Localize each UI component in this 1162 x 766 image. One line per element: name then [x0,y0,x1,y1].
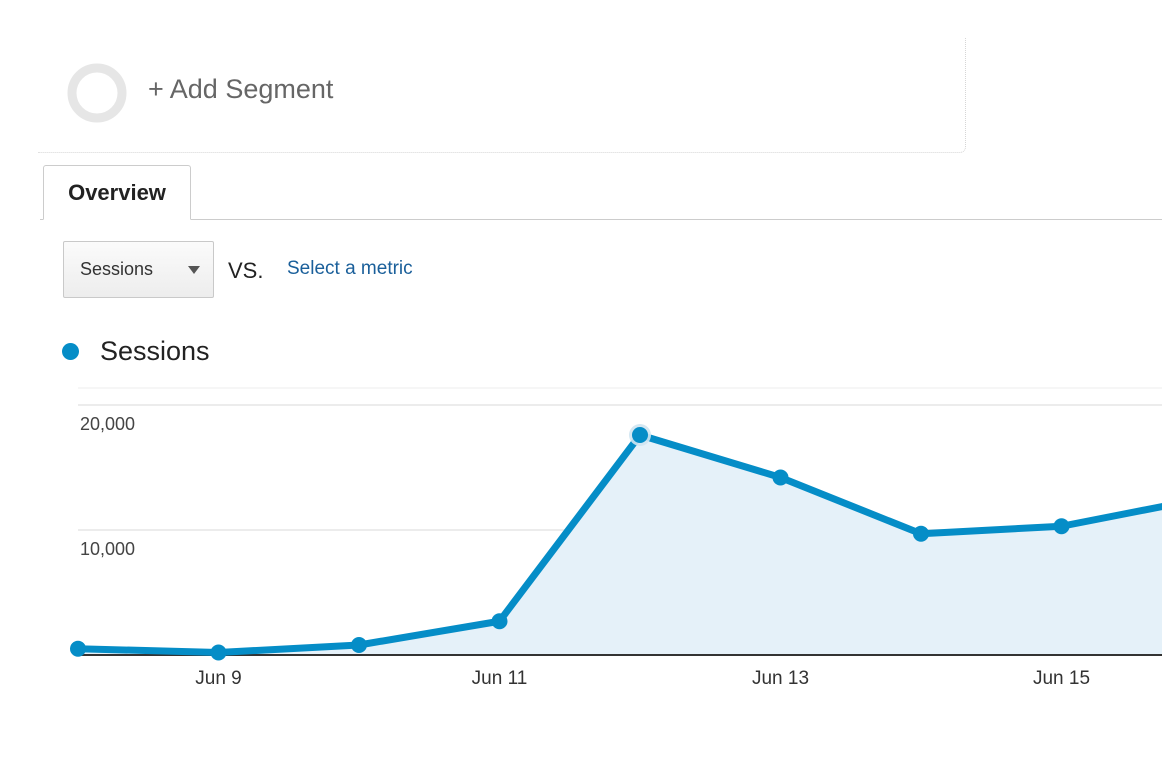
chart-legend: Sessions [62,336,210,367]
add-segment-button[interactable]: + Add Segment [148,74,334,104]
vs-label: VS. [228,258,264,283]
data-point [491,613,508,630]
data-point [351,637,367,653]
legend-series-label: Sessions [100,336,210,366]
x-tick-label: Jun 13 [752,668,809,689]
data-point [632,427,648,443]
data-point [1053,518,1070,535]
data-point [210,644,227,661]
segment-ring-icon [67,63,127,123]
sessions-chart: 10,000 20,000 Jun 9 Jun 11 Jun 13 Jun 15 [70,387,1162,689]
y-tick-label: 20,000 [80,414,135,434]
tab-strip-divider [40,219,1162,220]
segment-bar: + Add Segment [38,38,966,153]
data-point [913,525,929,542]
series-area-sessions [78,435,1162,655]
metric-select[interactable]: Sessions [63,241,214,298]
x-tick-label: Jun 11 [472,668,528,689]
legend-dot-icon [62,343,79,360]
tab-overview[interactable]: Overview [43,165,191,220]
x-tick-label: Jun 15 [1033,668,1090,689]
chevron-down-icon [188,266,200,274]
data-point [70,640,86,657]
y-tick-label: 10,000 [80,539,135,559]
x-tick-label: Jun 9 [195,668,241,689]
select-metric-link[interactable]: Select a metric [287,258,413,279]
data-point [772,469,789,486]
report-tabs: Overview [0,165,1162,220]
metric-select-value: Sessions [80,259,154,279]
